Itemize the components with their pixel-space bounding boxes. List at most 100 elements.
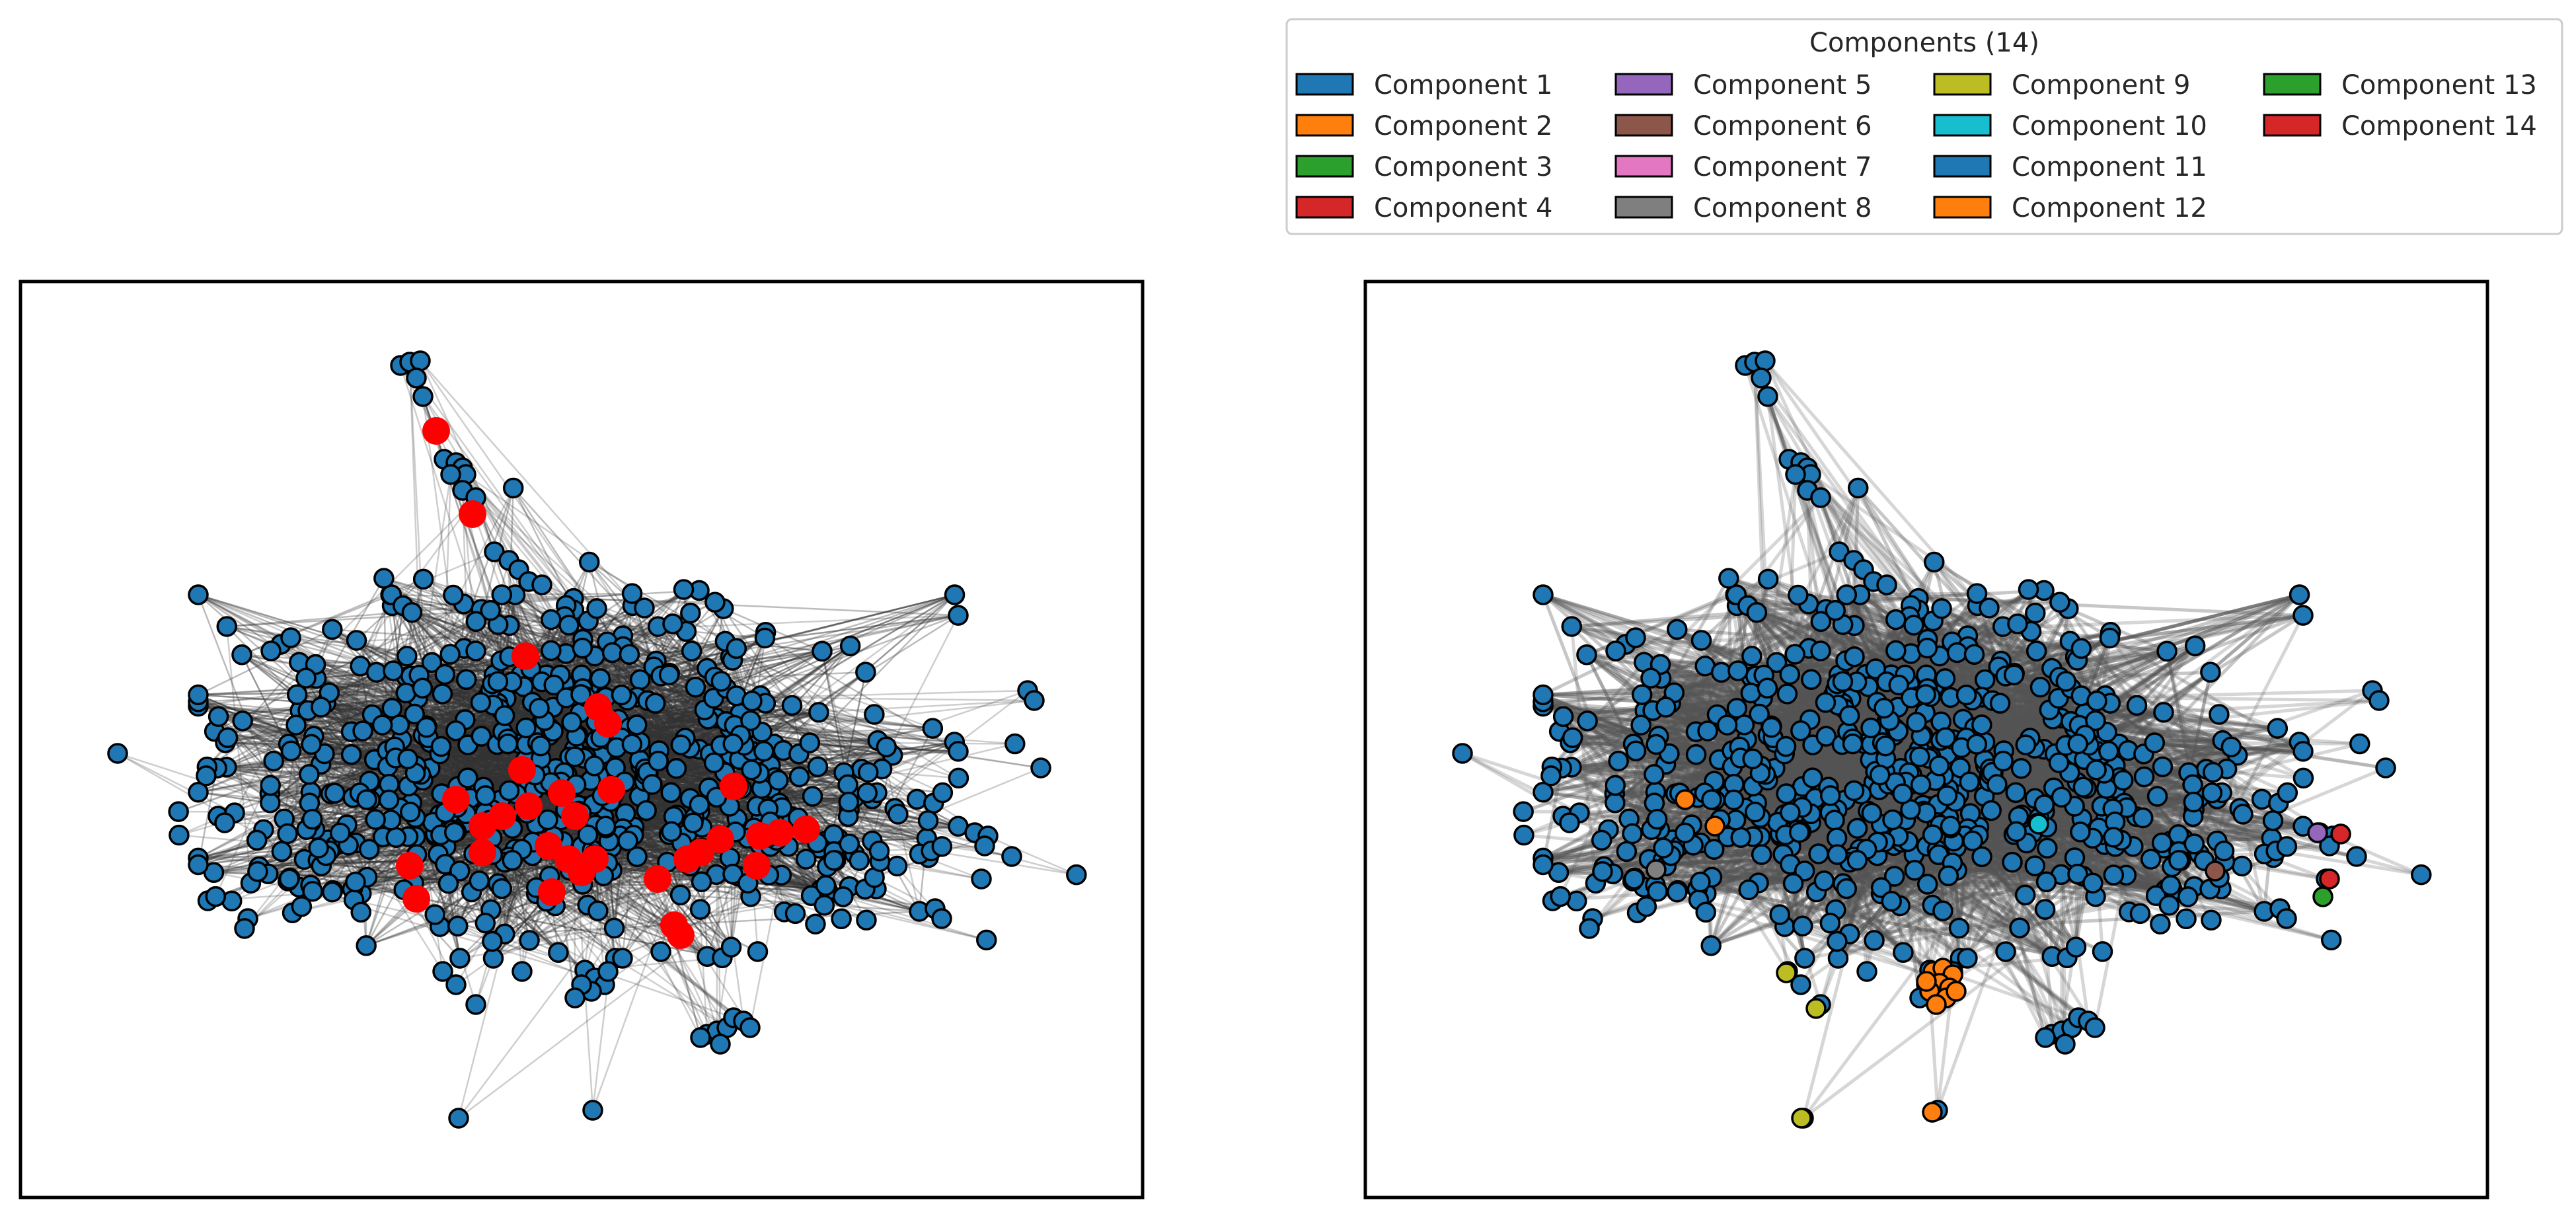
network-node [582, 1100, 603, 1121]
network-node [216, 616, 238, 637]
network-node [285, 714, 307, 736]
network-node [683, 812, 704, 833]
network-node [432, 683, 453, 704]
network-node [280, 740, 302, 761]
network-node [515, 717, 537, 739]
network-node [491, 878, 513, 899]
network-edge [1562, 715, 1620, 763]
network-edge [732, 873, 987, 941]
network-node [722, 863, 743, 885]
network-node [295, 667, 317, 689]
network-node [601, 642, 623, 664]
network-node [299, 764, 320, 785]
network-node [437, 873, 459, 894]
network-node [308, 837, 329, 858]
network-node [168, 801, 189, 822]
network-edge [416, 854, 459, 927]
network-node [321, 882, 343, 903]
network-node [311, 697, 332, 718]
network-node [805, 913, 826, 935]
network-node [917, 810, 939, 831]
network-node [837, 774, 858, 796]
network-node [445, 720, 467, 741]
network-node [465, 640, 486, 662]
network-node [660, 782, 682, 804]
network-node [511, 961, 533, 982]
network-edge [332, 628, 583, 649]
network-edge [680, 893, 920, 913]
network-node [710, 1034, 731, 1055]
network-node [577, 824, 599, 845]
network-node [246, 829, 268, 851]
network-edge [1940, 607, 2238, 757]
network-node [188, 781, 209, 803]
network-node [1030, 757, 1051, 779]
highlighted-node [644, 865, 671, 893]
network-node [188, 684, 209, 706]
network-node [356, 789, 377, 810]
network-node [626, 714, 648, 736]
network-node [838, 791, 860, 813]
network-node [689, 899, 711, 920]
network-node [626, 846, 648, 868]
network-node [410, 350, 431, 371]
network-node [548, 942, 569, 963]
network-node [498, 780, 520, 802]
network-node [839, 635, 861, 657]
network-node [263, 750, 284, 772]
network-node [726, 638, 747, 660]
network-node [710, 671, 732, 692]
highlighted-node [535, 832, 562, 860]
network-edge [206, 775, 271, 804]
network-node [443, 584, 464, 606]
network-node [703, 752, 725, 773]
network-edge [747, 593, 956, 720]
network-node [586, 598, 607, 619]
network-node [350, 901, 371, 923]
network-edge [596, 607, 893, 756]
network-node [788, 766, 810, 788]
network-node [421, 652, 443, 673]
network-node [767, 769, 789, 791]
network-node [564, 987, 586, 1008]
network-node [482, 931, 503, 952]
network-node [680, 602, 701, 624]
network-node [621, 734, 643, 755]
network-edge [216, 593, 516, 769]
network-edge [383, 577, 552, 652]
network-node [823, 850, 845, 871]
network-node [291, 895, 313, 917]
network-node [741, 690, 763, 712]
network-node [543, 674, 564, 696]
network-node [358, 839, 380, 860]
highlighted-node [396, 852, 424, 880]
network-node [401, 602, 423, 623]
network-node [815, 875, 837, 896]
network-edge [493, 833, 834, 960]
network-node [634, 597, 655, 619]
network-node [541, 609, 562, 630]
network-node [971, 868, 992, 890]
network-node [658, 664, 680, 685]
network-node [621, 583, 643, 604]
network-node [356, 935, 377, 956]
highlighted-node [568, 858, 595, 886]
network-node [487, 671, 509, 693]
network-node [662, 613, 683, 634]
highlighted-node [469, 812, 496, 840]
network-edge [2025, 893, 2265, 913]
network-node [673, 579, 695, 600]
network-node [691, 871, 712, 893]
network-node [753, 741, 775, 762]
network-node [722, 733, 743, 755]
network-node [430, 736, 452, 757]
network-node [482, 948, 504, 969]
highlighted-node [508, 756, 536, 784]
network-node [597, 961, 619, 982]
network-node [808, 702, 829, 723]
network-node [494, 705, 515, 726]
network-node [301, 808, 323, 830]
network-node [689, 794, 710, 816]
network-node [802, 786, 823, 807]
network-node [378, 789, 400, 811]
